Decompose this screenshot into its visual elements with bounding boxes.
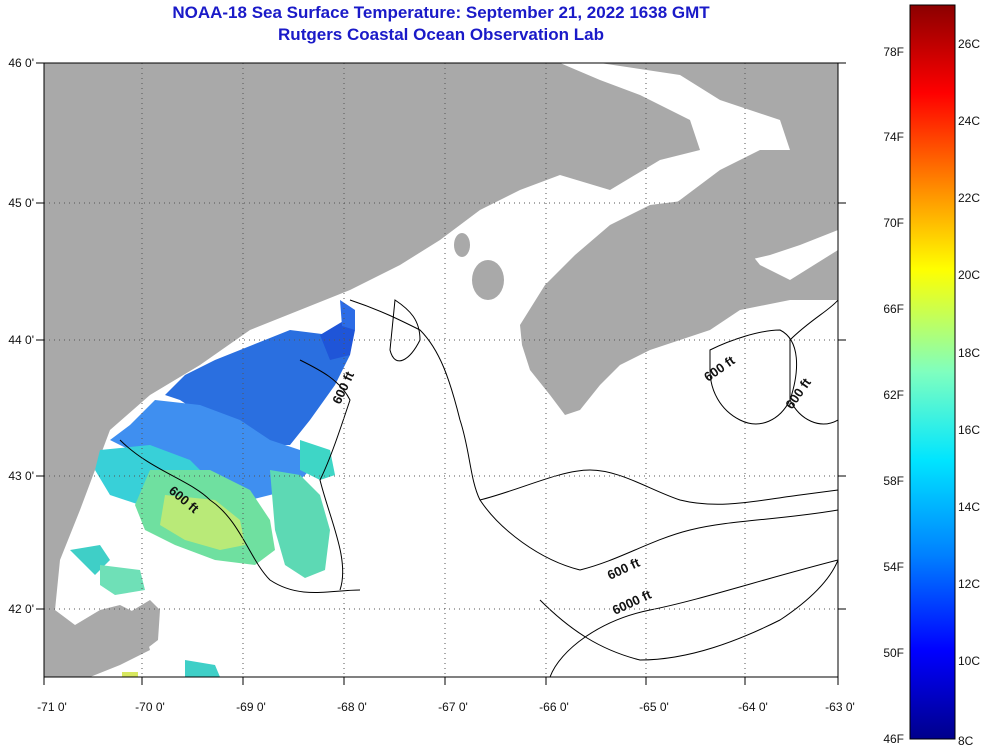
lat-tick-label: 44 0'	[8, 333, 34, 347]
colorbar-c-label: 26C	[958, 37, 980, 51]
colorbar-c-label: 16C	[958, 423, 980, 437]
lat-tick-label: 46 0'	[8, 56, 34, 70]
lon-tick-label: -65 0'	[639, 700, 669, 714]
land-mainland	[44, 63, 700, 677]
lon-tick-label: -70 0'	[135, 700, 165, 714]
longitude-labels: -71 0' -70 0' -69 0' -68 0' -67 0' -66 0…	[37, 700, 855, 714]
sst-imagery	[70, 300, 355, 677]
lat-tick-label: 43 0'	[8, 469, 34, 483]
colorbar-f-label: 50F	[883, 646, 904, 660]
colorbar-f-labels: 78F 74F 70F 66F 62F 58F 54F 50F 46F	[883, 45, 904, 746]
lat-tick-label: 42 0'	[8, 602, 34, 616]
colorbar-f-label: 78F	[883, 45, 904, 59]
colorbar-f-label: 58F	[883, 474, 904, 488]
colorbar-c-label: 10C	[958, 654, 980, 668]
colorbar-c-label: 20C	[958, 268, 980, 282]
colorbar-c-label: 24C	[958, 114, 980, 128]
colorbar-c-label: 22C	[958, 191, 980, 205]
colorbar-c-label: 8C	[958, 734, 974, 748]
lon-tick-label: -66 0'	[539, 700, 569, 714]
land-island	[454, 233, 470, 257]
title-line-1: NOAA-18 Sea Surface Temperature: Septemb…	[172, 3, 710, 22]
colorbar-f-label: 66F	[883, 302, 904, 316]
lon-tick-label: -64 0'	[738, 700, 768, 714]
colorbar-f-label: 70F	[883, 216, 904, 230]
land-island	[472, 260, 504, 300]
colorbar-c-label: 14C	[958, 500, 980, 514]
temperature-colorbar	[909, 4, 956, 740]
lon-tick-label: -63 0'	[825, 700, 855, 714]
colorbar-c-label: 18C	[958, 346, 980, 360]
map-title: NOAA-18 Sea Surface Temperature: Septemb…	[44, 2, 838, 46]
colorbar-f-label: 54F	[883, 560, 904, 574]
land-nova-scotia	[520, 200, 838, 415]
axis-ticks	[36, 62, 846, 685]
latitude-labels: 46 0' 45 0' 44 0' 43 0' 42 0'	[8, 56, 34, 616]
lon-tick-label: -68 0'	[337, 700, 367, 714]
map-frame	[43, 62, 839, 678]
colorbar-f-label: 62F	[883, 388, 904, 402]
colorbar-f-label: 46F	[883, 732, 904, 746]
lat-tick-label: 45 0'	[8, 196, 34, 210]
land-cape-cod	[130, 600, 160, 650]
colorbar-f-label: 74F	[883, 130, 904, 144]
lon-tick-label: -71 0'	[37, 700, 67, 714]
colorbar-c-labels: 26C 24C 22C 20C 18C 16C 14C 12C 10C 8C	[958, 37, 980, 748]
lon-tick-label: -69 0'	[236, 700, 266, 714]
lon-tick-label: -67 0'	[438, 700, 468, 714]
colorbar-c-label: 12C	[958, 577, 980, 591]
title-line-2: Rutgers Coastal Ocean Observation Lab	[278, 25, 604, 44]
